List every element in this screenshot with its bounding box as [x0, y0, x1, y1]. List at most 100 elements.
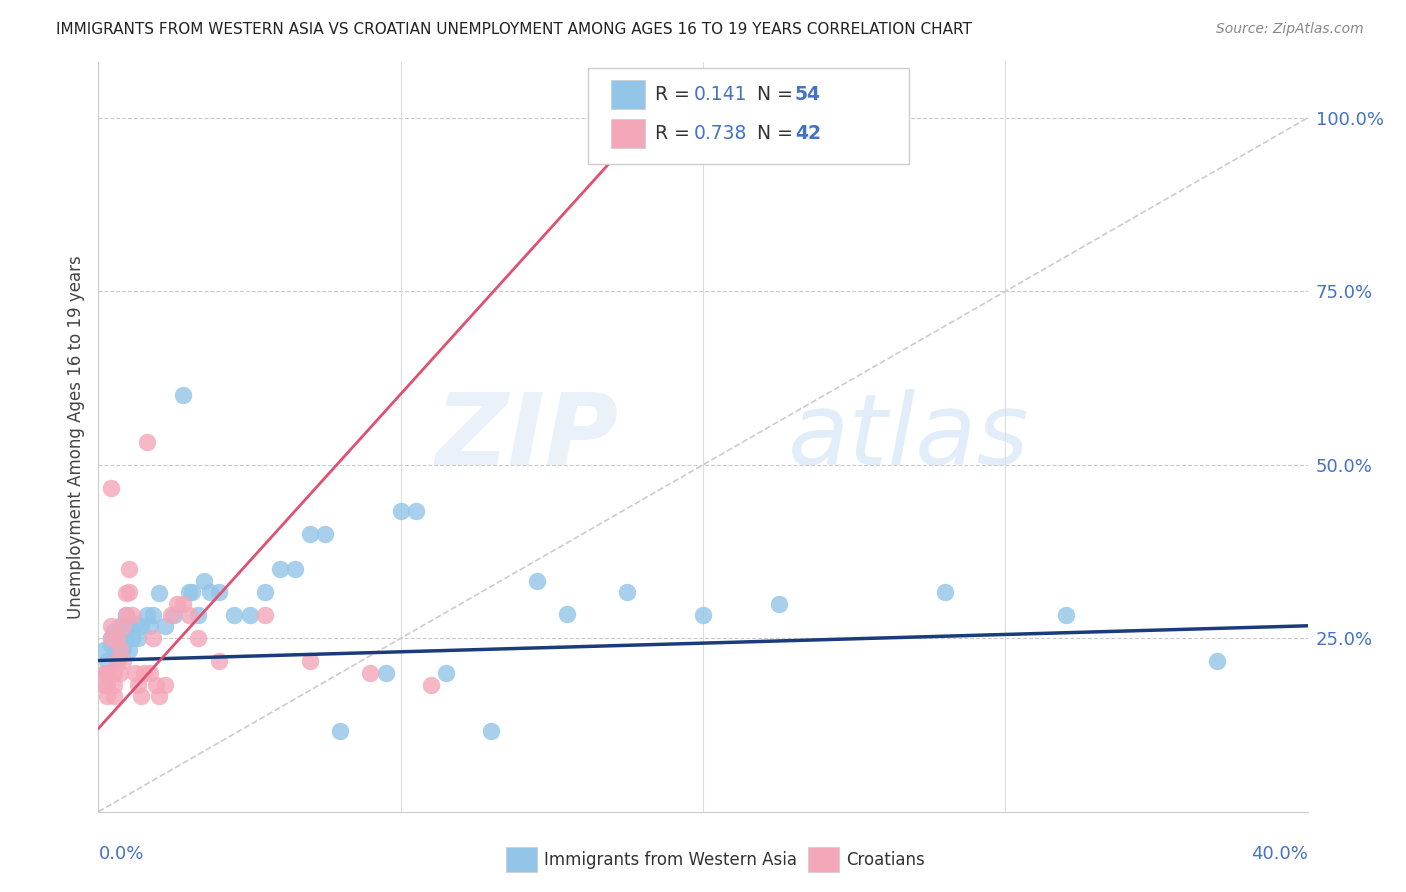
Point [111, 641, 134, 656]
Point [114, 608, 136, 623]
Point [200, 584, 222, 599]
Point [118, 584, 141, 599]
Point [100, 619, 122, 633]
Point [420, 678, 443, 692]
Point [145, 678, 167, 692]
Point [187, 632, 209, 646]
Point [129, 619, 152, 633]
Text: Source: ZipAtlas.com: Source: ZipAtlas.com [1216, 22, 1364, 37]
Point [360, 665, 382, 680]
Point [127, 632, 149, 646]
Point [139, 665, 162, 680]
Point [111, 654, 134, 668]
Text: IMMIGRANTS FROM WESTERN ASIA VS CROATIAN UNEMPLOYMENT AMONG AGES 16 TO 19 YEARS : IMMIGRANTS FROM WESTERN ASIA VS CROATIAN… [56, 22, 972, 37]
Text: 54: 54 [794, 85, 821, 104]
Point [1206, 654, 1229, 668]
Point [389, 504, 412, 518]
Point [103, 632, 125, 646]
Point [121, 632, 143, 646]
Point [114, 632, 136, 646]
Point [1054, 608, 1077, 623]
Text: N =: N = [758, 124, 799, 143]
Point [118, 619, 141, 633]
Point [108, 630, 131, 644]
Point [114, 586, 136, 600]
Point [148, 586, 170, 600]
Point [93, 643, 115, 657]
Point [135, 434, 157, 449]
Point [208, 654, 231, 668]
Point [299, 654, 322, 668]
Point [172, 388, 194, 402]
Text: R =: R = [655, 124, 696, 143]
Point [124, 665, 146, 680]
Text: ZIP: ZIP [436, 389, 619, 485]
Point [108, 665, 131, 680]
Point [269, 562, 291, 576]
Text: atlas: atlas [787, 389, 1029, 485]
Point [208, 584, 231, 599]
Point [193, 574, 215, 588]
Text: 40.0%: 40.0% [1251, 846, 1308, 863]
Point [105, 654, 128, 668]
Point [132, 665, 155, 680]
Point [100, 632, 122, 646]
Point [100, 481, 122, 495]
Point [526, 574, 548, 588]
Point [179, 584, 201, 599]
Point [118, 643, 141, 657]
Point [142, 608, 165, 623]
Point [284, 562, 307, 576]
Point [135, 608, 157, 623]
Point [100, 632, 122, 646]
Point [111, 619, 134, 633]
FancyBboxPatch shape [612, 120, 645, 148]
Point [108, 619, 131, 633]
Text: N =: N = [758, 85, 799, 104]
Text: 0.141: 0.141 [693, 85, 747, 104]
Point [96, 665, 118, 680]
Text: Croatians: Croatians [846, 851, 925, 869]
Point [172, 597, 194, 611]
Point [105, 632, 128, 646]
Point [163, 608, 186, 623]
Point [314, 527, 336, 541]
Point [153, 678, 176, 692]
Point [96, 678, 118, 692]
Point [114, 608, 136, 623]
Point [103, 678, 125, 692]
FancyBboxPatch shape [588, 68, 908, 163]
Point [253, 608, 276, 623]
Text: R =: R = [655, 85, 696, 104]
Y-axis label: Unemployment Among Ages 16 to 19 years: Unemployment Among Ages 16 to 19 years [66, 255, 84, 619]
Text: 0.0%: 0.0% [98, 846, 143, 863]
Text: 0.738: 0.738 [693, 124, 747, 143]
Point [153, 619, 176, 633]
Text: 42: 42 [794, 124, 821, 143]
Point [616, 584, 638, 599]
Point [103, 689, 125, 703]
Point [239, 608, 262, 623]
Point [179, 608, 201, 623]
Point [224, 608, 246, 623]
Point [108, 641, 131, 656]
Point [100, 638, 122, 652]
Point [96, 689, 118, 703]
Point [103, 624, 125, 639]
Point [118, 562, 141, 576]
Point [103, 665, 125, 680]
Point [105, 641, 128, 656]
Point [405, 504, 427, 518]
Point [299, 527, 322, 541]
Point [139, 619, 162, 633]
Point [166, 597, 188, 611]
Point [434, 665, 457, 680]
Point [124, 617, 146, 632]
Point [129, 689, 152, 703]
Point [187, 608, 209, 623]
Point [374, 665, 396, 680]
Point [160, 608, 183, 623]
Point [768, 597, 790, 611]
FancyBboxPatch shape [612, 80, 645, 109]
Point [181, 584, 204, 599]
